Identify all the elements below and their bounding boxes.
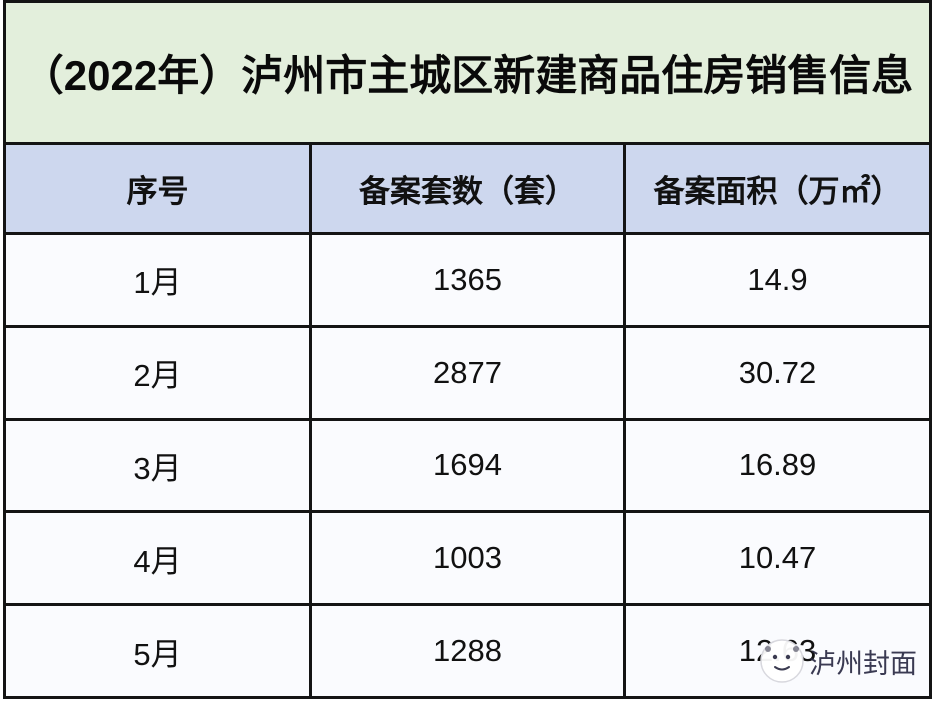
column-header-serial: 序号 xyxy=(6,145,309,232)
cell-units-feb: 2877 xyxy=(312,327,623,418)
cell-month-apr: 4月 xyxy=(6,513,309,604)
cell-units-apr: 1003 xyxy=(312,513,623,604)
cell-month-feb: 2月 xyxy=(6,327,309,418)
cell-units-jan: 1365 xyxy=(312,235,623,325)
column-header-area: 备案面积（万㎡） xyxy=(626,145,929,232)
table-title: （2022年）泸州市主城区新建商品住房销售信息 xyxy=(6,3,929,142)
cell-month-jan: 1月 xyxy=(6,235,309,325)
cell-area-may: 12.63 xyxy=(626,606,929,696)
cell-units-mar: 1694 xyxy=(312,420,623,511)
cell-area-feb: 30.72 xyxy=(626,327,929,418)
column-header-units: 备案套数（套） xyxy=(312,145,623,232)
cell-area-apr: 10.47 xyxy=(626,513,929,604)
cell-units-may: 1288 xyxy=(312,606,623,696)
housing-sales-table: （2022年）泸州市主城区新建商品住房销售信息 序号 备案套数（套） 备案面积（… xyxy=(3,0,932,699)
cell-month-mar: 3月 xyxy=(6,420,309,511)
cell-month-may: 5月 xyxy=(6,606,309,696)
cell-area-jan: 14.9 xyxy=(626,235,929,325)
cell-area-mar: 16.89 xyxy=(626,420,929,511)
